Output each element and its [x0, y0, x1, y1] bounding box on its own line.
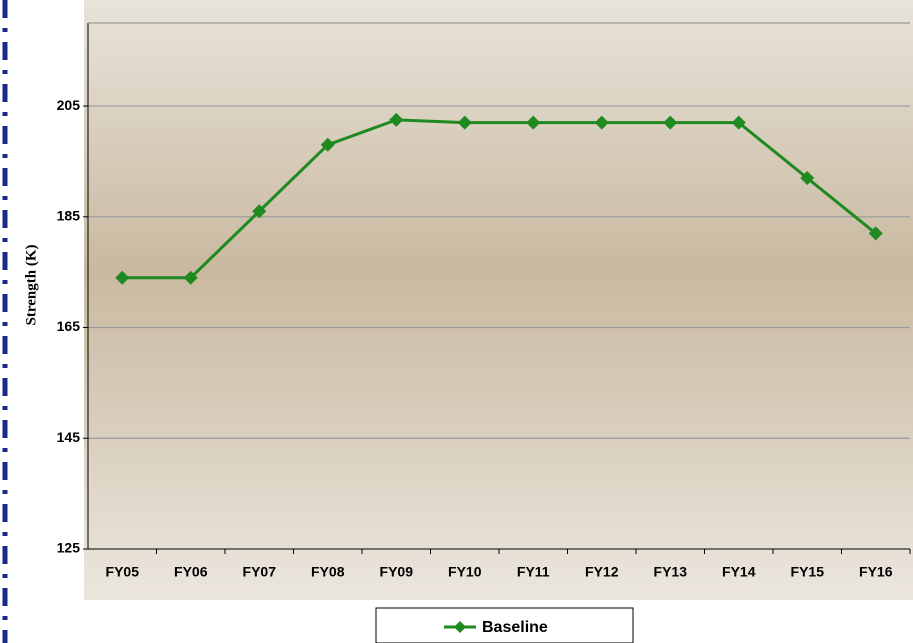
x-tick-label: FY06: [174, 564, 208, 580]
point-marker: [800, 171, 815, 186]
point-marker: [183, 270, 198, 285]
legend-label: Baseline: [482, 619, 548, 636]
background-photo: [84, 0, 913, 600]
x-tick-label: FY10: [448, 564, 482, 580]
x-tick-label: FY12: [585, 564, 619, 580]
y-tick-label: 125: [57, 540, 81, 556]
point-marker: [594, 115, 609, 130]
legend-marker: [454, 621, 466, 633]
x-tick-label: FY15: [791, 564, 825, 580]
y-tick-label: 185: [57, 207, 81, 223]
point-marker: [526, 115, 541, 130]
series-line: [122, 118, 877, 280]
y-axis-label: Strength (K): [23, 245, 39, 326]
point-marker: [115, 270, 130, 285]
point-marker: [663, 115, 678, 130]
y-tick-label: 145: [57, 429, 81, 445]
point-marker: [252, 204, 267, 219]
x-tick-label: FY11: [517, 564, 550, 580]
x-tick-label: FY13: [654, 564, 688, 580]
x-tick-label: FY08: [311, 564, 345, 580]
x-tick-label: FY16: [859, 564, 893, 580]
point-marker: [320, 137, 335, 152]
point-marker: [389, 112, 404, 127]
y-tick-label: 165: [57, 318, 81, 334]
x-tick-label: FY09: [380, 564, 414, 580]
x-tick-label: FY05: [106, 564, 140, 580]
x-tick-label: FY07: [243, 564, 277, 580]
legend: [375, 607, 634, 643]
y-tick-label: 205: [57, 97, 81, 113]
point-marker: [457, 115, 472, 130]
point-marker: [868, 226, 883, 241]
point-marker: [731, 115, 746, 130]
x-tick-label: FY14: [722, 564, 756, 580]
